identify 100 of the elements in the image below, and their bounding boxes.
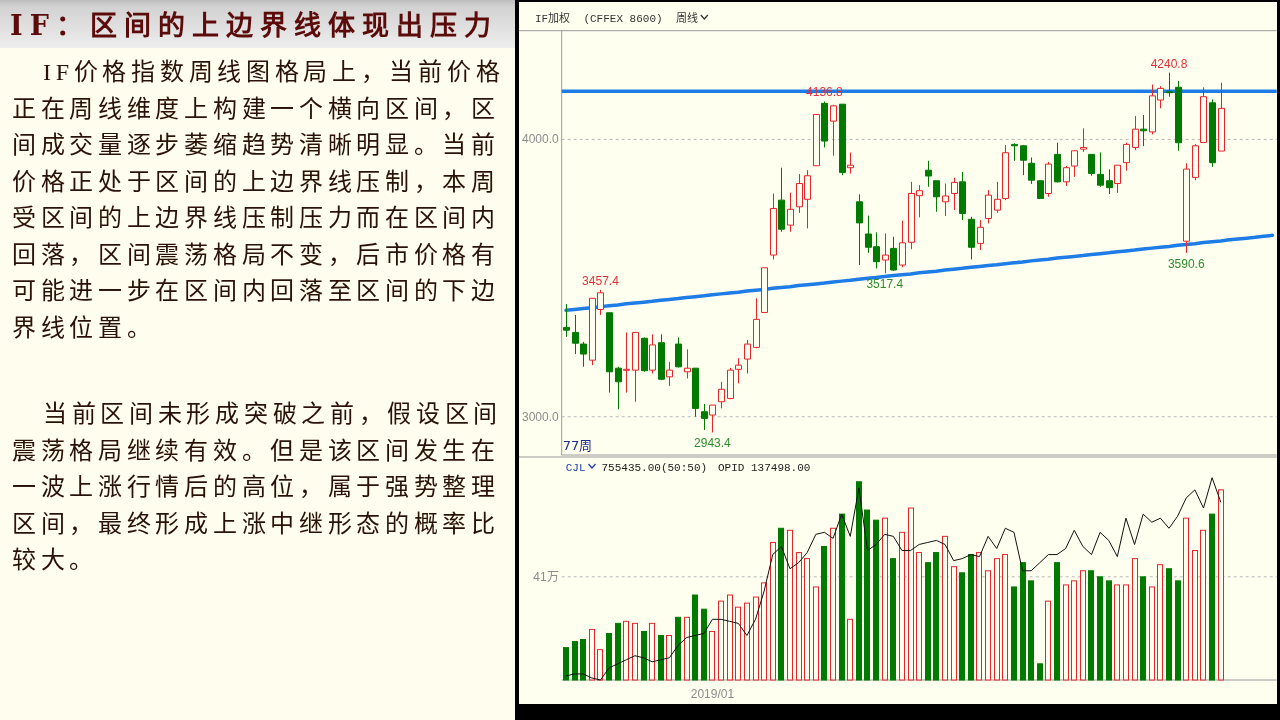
bar <box>1192 550 1198 681</box>
line-series <box>564 233 1275 312</box>
candlestick <box>753 297 760 349</box>
bar <box>968 554 974 681</box>
annotation: 3590.6 <box>1167 256 1205 271</box>
bar <box>882 517 888 681</box>
candlestick <box>701 403 708 431</box>
candlestick <box>1192 143 1199 181</box>
candlestick <box>744 339 751 374</box>
bar <box>718 600 724 681</box>
bar <box>675 616 681 681</box>
candlestick <box>1218 82 1225 152</box>
bar <box>1123 584 1129 681</box>
bar <box>1106 580 1112 681</box>
bar <box>623 620 629 681</box>
bar <box>580 639 586 681</box>
bar <box>701 608 707 681</box>
bar <box>856 481 862 681</box>
bar <box>597 649 603 681</box>
candlestick <box>1114 164 1121 194</box>
bar <box>994 558 1000 681</box>
candlestick <box>778 167 785 233</box>
ref-line-label: 41万 <box>533 569 559 584</box>
candlestick <box>1106 168 1113 195</box>
candlestick <box>1011 142 1018 162</box>
candlestick <box>1071 149 1078 178</box>
candlestick <box>994 181 1001 214</box>
candlestick <box>1209 98 1216 168</box>
candlestick <box>942 183 949 217</box>
candlestick <box>718 381 725 409</box>
bar <box>1209 513 1215 681</box>
bar <box>1175 580 1181 681</box>
candlestick <box>1097 151 1104 188</box>
bar <box>770 541 776 681</box>
candlestick <box>649 333 656 374</box>
candlestick <box>787 192 794 233</box>
candlestick <box>1175 80 1182 152</box>
bar <box>1020 562 1026 681</box>
bar <box>1140 576 1146 681</box>
bar <box>572 641 578 681</box>
bar <box>727 594 733 681</box>
bar <box>1045 600 1051 681</box>
bar <box>589 628 595 681</box>
bar <box>709 630 715 681</box>
bar <box>1011 586 1017 681</box>
bar <box>908 507 914 681</box>
bar <box>942 535 948 681</box>
bar <box>1183 517 1189 681</box>
annotation: 3517.4 <box>866 277 904 292</box>
candlestick <box>1028 156 1035 185</box>
bar <box>1080 570 1086 681</box>
candlestick <box>1045 161 1052 198</box>
candlestick <box>830 104 837 157</box>
candlestick <box>959 171 966 221</box>
bar <box>778 527 784 681</box>
bar <box>658 634 664 681</box>
candlestick <box>821 100 828 148</box>
candlestick <box>813 113 820 167</box>
bar <box>606 632 612 681</box>
bar <box>925 562 931 681</box>
bar <box>615 622 621 681</box>
annotation: 77周 <box>562 438 593 453</box>
bar <box>1157 564 1163 681</box>
bar <box>899 531 905 681</box>
candlestick <box>1183 162 1190 254</box>
candlestick <box>563 303 570 338</box>
bar <box>916 552 922 681</box>
candlestick <box>977 219 984 251</box>
candlestick <box>615 366 622 410</box>
candlestick <box>933 180 940 213</box>
bar <box>1054 562 1060 681</box>
bar <box>847 618 853 681</box>
bar <box>1063 584 1069 681</box>
text: 755435.00(50:50) <box>601 462 708 474</box>
bar <box>1028 580 1034 681</box>
candlestick <box>1080 127 1087 153</box>
bar <box>692 594 698 681</box>
candlestick <box>899 220 906 268</box>
candlestick <box>1063 165 1070 187</box>
bar <box>761 582 767 681</box>
bar <box>985 570 991 681</box>
bar <box>753 596 759 681</box>
candlestick <box>1166 72 1173 98</box>
bar <box>1149 586 1155 681</box>
candlestick <box>709 404 716 433</box>
candlestick <box>925 160 932 188</box>
candlestick <box>641 336 648 373</box>
chart-subtitle: IF加权 (CFFEX 8600) 周线 <box>535 11 698 25</box>
bar <box>1200 529 1206 681</box>
candlestick <box>1140 114 1147 147</box>
candlestick <box>1132 115 1139 151</box>
bar <box>951 566 957 681</box>
candlestick <box>761 267 768 313</box>
bar <box>563 647 569 681</box>
candlestick <box>770 192 777 260</box>
bar <box>641 630 647 681</box>
candlestick <box>692 367 699 418</box>
candlestick <box>623 331 630 394</box>
candlestick <box>1123 142 1130 172</box>
candlestick <box>1200 86 1207 143</box>
